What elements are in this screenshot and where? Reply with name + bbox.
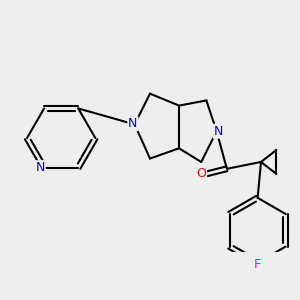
Text: F: F (254, 258, 261, 271)
Text: N: N (35, 161, 45, 174)
Text: N: N (128, 117, 138, 130)
Text: O: O (196, 167, 206, 180)
Text: N: N (214, 125, 223, 138)
